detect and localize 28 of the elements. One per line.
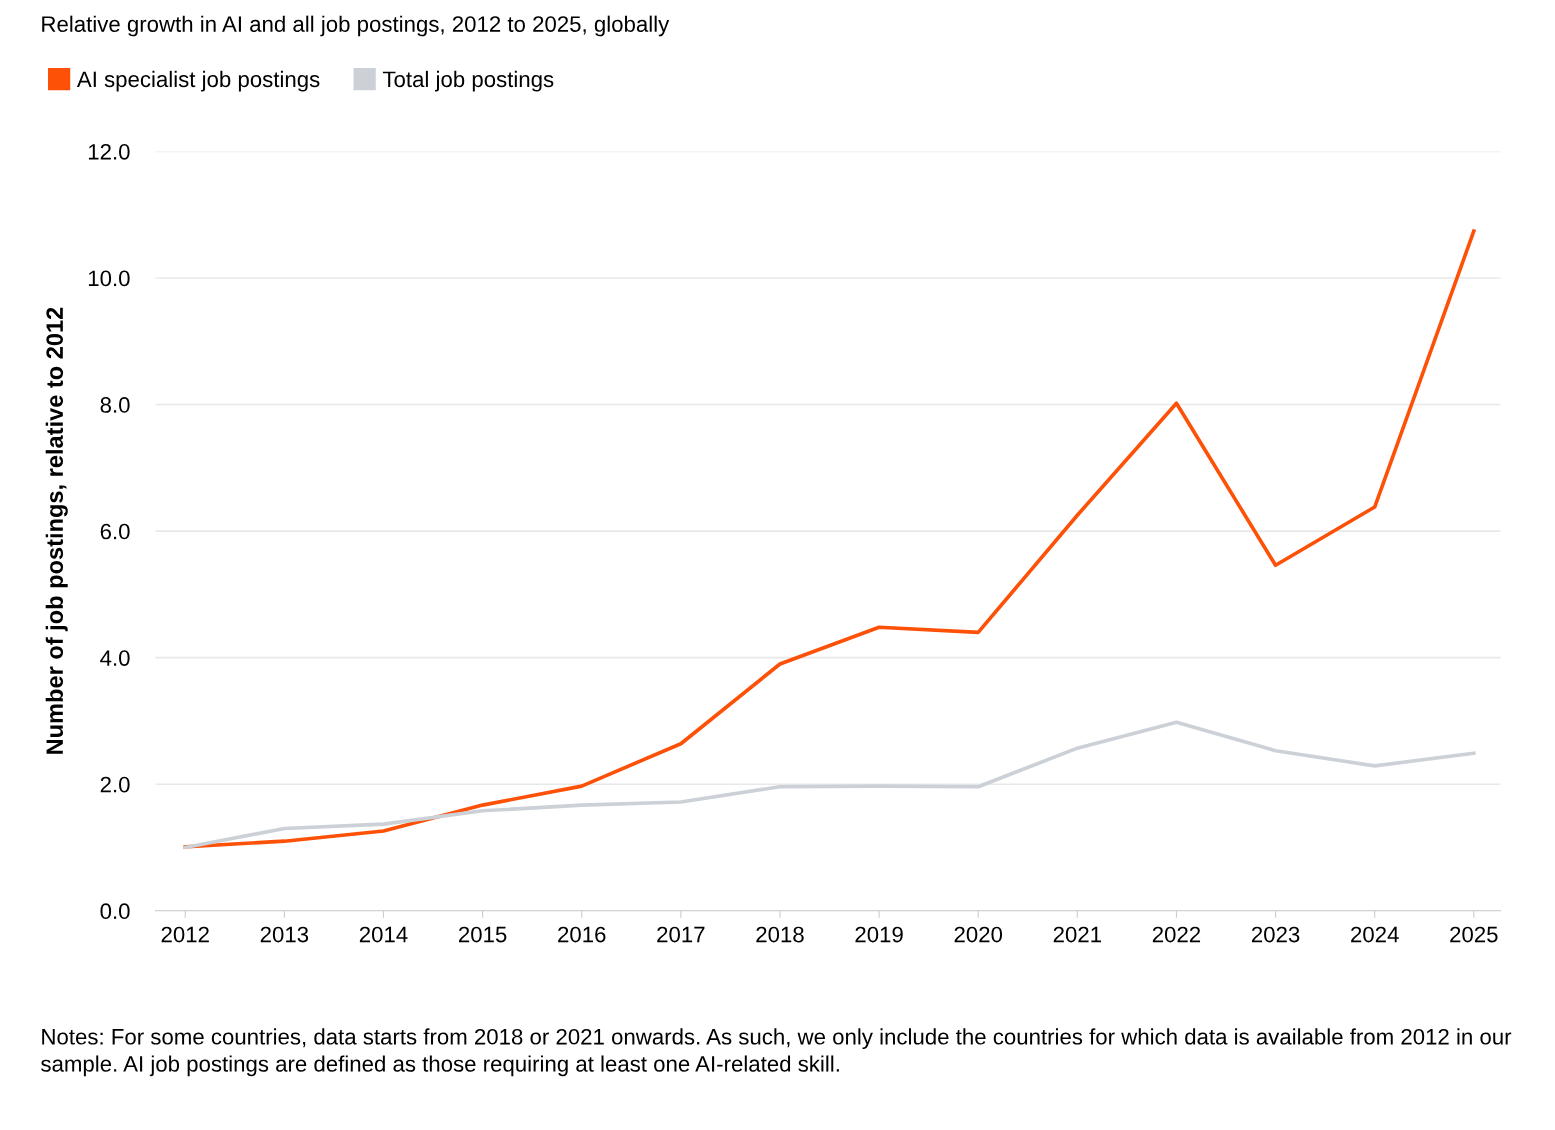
x-tick-label: 2020 (954, 926, 1003, 943)
y-tick-label: 0.0 (100, 903, 130, 920)
legend-label: AI specialist job postings (76, 70, 320, 92)
x-tick-label: 2023 (1251, 926, 1300, 943)
x-tick-label: 2024 (1351, 926, 1399, 943)
x-tick-label: 2019 (855, 926, 903, 943)
x-tick-label: 2017 (657, 926, 705, 943)
line-series (183, 229, 1476, 849)
y-tick-label: 8.0 (100, 397, 130, 413)
x-tick-label: 2022 (1152, 926, 1201, 943)
y-tick-label: 4.0 (100, 650, 130, 666)
x-tick-label: 2013 (260, 926, 309, 943)
y-axis-title: Number of job postings, relative to 2012 (45, 307, 68, 754)
x-tick-label: 2016 (558, 926, 606, 943)
x-tick-label: 2014 (359, 926, 408, 943)
y-tick-label: 10.0 (88, 270, 130, 287)
y-tick-label: 2.0 (100, 776, 130, 793)
y-tick-label: 12.0 (88, 143, 130, 160)
text: Notes: For some countries, data starts from 2018 or 2021 onwards. As such, we only include the countries for which data is available from 2012 in our sample. AI job postings are defined as those requiring at least one AI-related skill. (41, 1028, 1512, 1077)
chart-title: Relative growth in AI and all job postings, 2012 to 2025, globally (42, 15, 670, 37)
legend-label: Total job postings (382, 70, 554, 92)
y-tick-label: 6.0 (100, 523, 130, 540)
x-tick-label: 2021 (1053, 926, 1101, 943)
x-tick-label: 2015 (459, 926, 507, 943)
x-tick-label: 2018 (756, 926, 804, 943)
x-tick-label: 2012 (161, 926, 209, 943)
x-tick-label: 2025 (1450, 926, 1498, 943)
line-series (183, 720, 1476, 850)
